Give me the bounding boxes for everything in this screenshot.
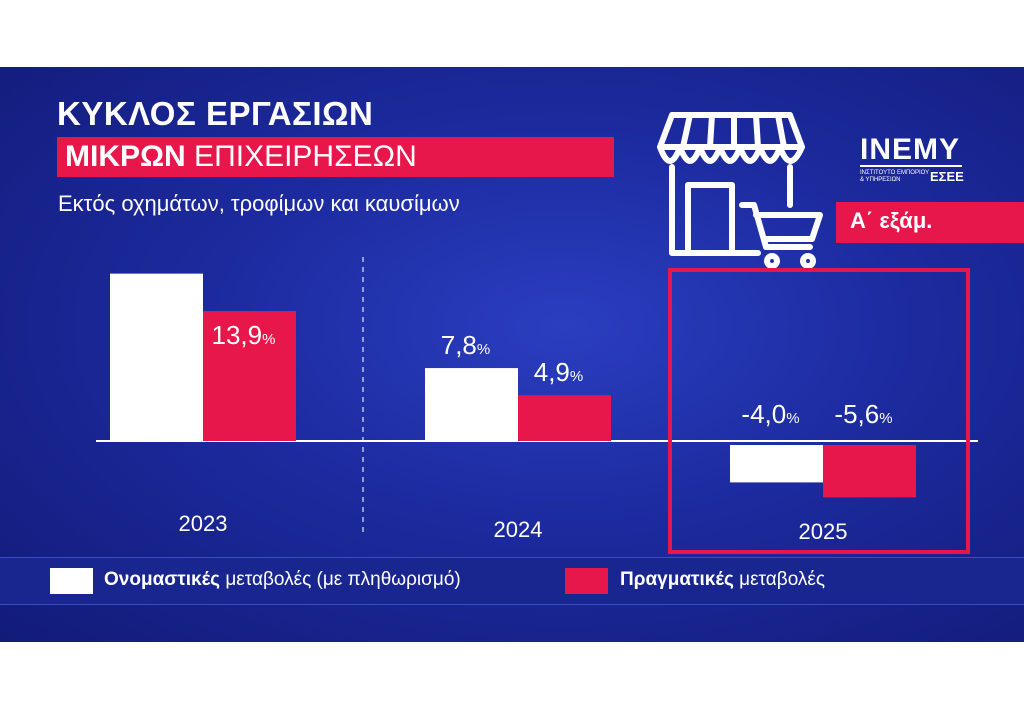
bar-2025-real [823, 445, 916, 498]
percent-sign: % [570, 368, 583, 385]
percent-sign: % [879, 410, 892, 427]
legend-nominal-bold: Ονομαστικές [104, 569, 221, 590]
title-line-1: ΚΥΚΛΟΣ ΕΡΓΑΣΙΩΝ [57, 95, 374, 132]
percent-sign: % [262, 331, 275, 348]
value-label-2024-nominal: 7,8% [441, 330, 491, 360]
logo-org: ΕΣΕΕ [930, 169, 964, 184]
category-label-2024: 2024 [494, 517, 543, 542]
percent-sign: % [169, 294, 182, 311]
bar-2023-real [203, 311, 296, 441]
legend-swatch-nominal [50, 568, 93, 594]
bar-2024-real [518, 395, 611, 441]
percent-sign: % [477, 341, 490, 358]
shopping-cart-icon [739, 202, 823, 269]
legend-real-rest: μεταβολές [733, 569, 826, 590]
highlight-frame-2025 [668, 268, 970, 554]
legend-nominal-rest: μεταβολές (με πληθωρισμό) [220, 569, 461, 590]
title-line-2: ΜΙΚΡΩΝ ΕΠΙΧΕΙΡΗΣΕΩΝ [65, 140, 417, 174]
logo-divider [860, 165, 962, 167]
legend-real-bold: Πραγματικές [620, 569, 734, 590]
period-badge: Α΄ εξάμ. [836, 202, 1024, 243]
legend: Ονομαστικές μεταβολές (με πληθωρισμό) Πρ… [0, 557, 1024, 605]
legend-label-real: Πραγματικές μεταβολές [620, 569, 825, 591]
infographic-panel: 17,9% 13,9% 2023 7,8% 4,9% 2024 -4,0% -5,6% 2025… [0, 67, 1024, 642]
bar-2023-nominal [110, 273, 203, 441]
percent-sign: % [786, 410, 799, 427]
shop-icon [657, 112, 823, 269]
value-label-2024-real: 4,9% [534, 357, 584, 387]
title-bold-word: ΜΙΚΡΩΝ [65, 140, 186, 173]
period-label: Α΄ εξάμ. [850, 208, 933, 233]
legend-swatch-real [565, 568, 608, 594]
title-rest: ΕΠΙΧΕΙΡΗΣΕΩΝ [185, 140, 417, 173]
bar-2025-nominal [730, 445, 823, 483]
category-label-2023: 2023 [179, 511, 228, 536]
subtitle: Εκτός οχημάτων, τροφίμων και καυσίμων [58, 191, 460, 216]
logo-wordmark: INEMY [860, 133, 961, 166]
legend-label-nominal: Ονομαστικές μεταβολές (με πληθωρισμό) [104, 569, 461, 591]
bar-2024-nominal [425, 368, 518, 441]
category-label-2025: 2025 [799, 519, 848, 544]
title-highlight-box: ΜΙΚΡΩΝ ΕΠΙΧΕΙΡΗΣΕΩΝ [57, 137, 614, 177]
logo-subtext: ΙΝΣΤΙΤΟΥΤΟ ΕΜΠΟΡΙΟΥ & ΥΠΗΡΕΣΙΩΝ [860, 170, 929, 183]
